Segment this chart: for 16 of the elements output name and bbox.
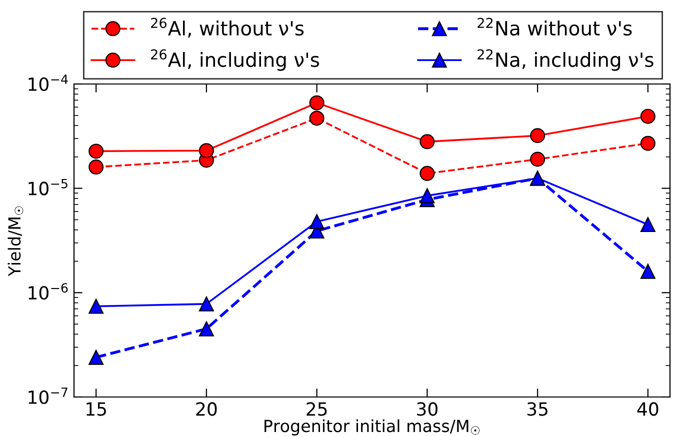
x-tick-label: 25: [306, 402, 327, 416]
x-tick-label: 20: [196, 402, 217, 416]
y-tick-label: 10$^{−6}$: [28, 283, 68, 300]
legend-label: $^{22}$Na without ν's: [478, 18, 632, 36]
legend-label: $^{26}$Al, without ν's: [151, 18, 304, 38]
y-tick-label: 10$^{−5}$: [28, 178, 68, 196]
x-tick-label: 40: [637, 402, 658, 416]
legend-label: $^{22}$Na, including ν's: [478, 49, 654, 71]
x-tick-label: 15: [86, 402, 106, 416]
x-tick-label: 35: [527, 402, 548, 416]
x-tick-label: 30: [417, 402, 438, 416]
legend-label: $^{26}$Al, including ν's: [151, 49, 320, 71]
y-axis-title: Yield/M$_{☉}$: [8, 206, 24, 276]
y-tick-label: 10$^{−7}$: [28, 388, 68, 404]
y-tick-label: 10$^{−4}$: [28, 74, 68, 91]
x-axis-title: Progenitor initial mass/M$_{☉}$: [264, 419, 480, 436]
